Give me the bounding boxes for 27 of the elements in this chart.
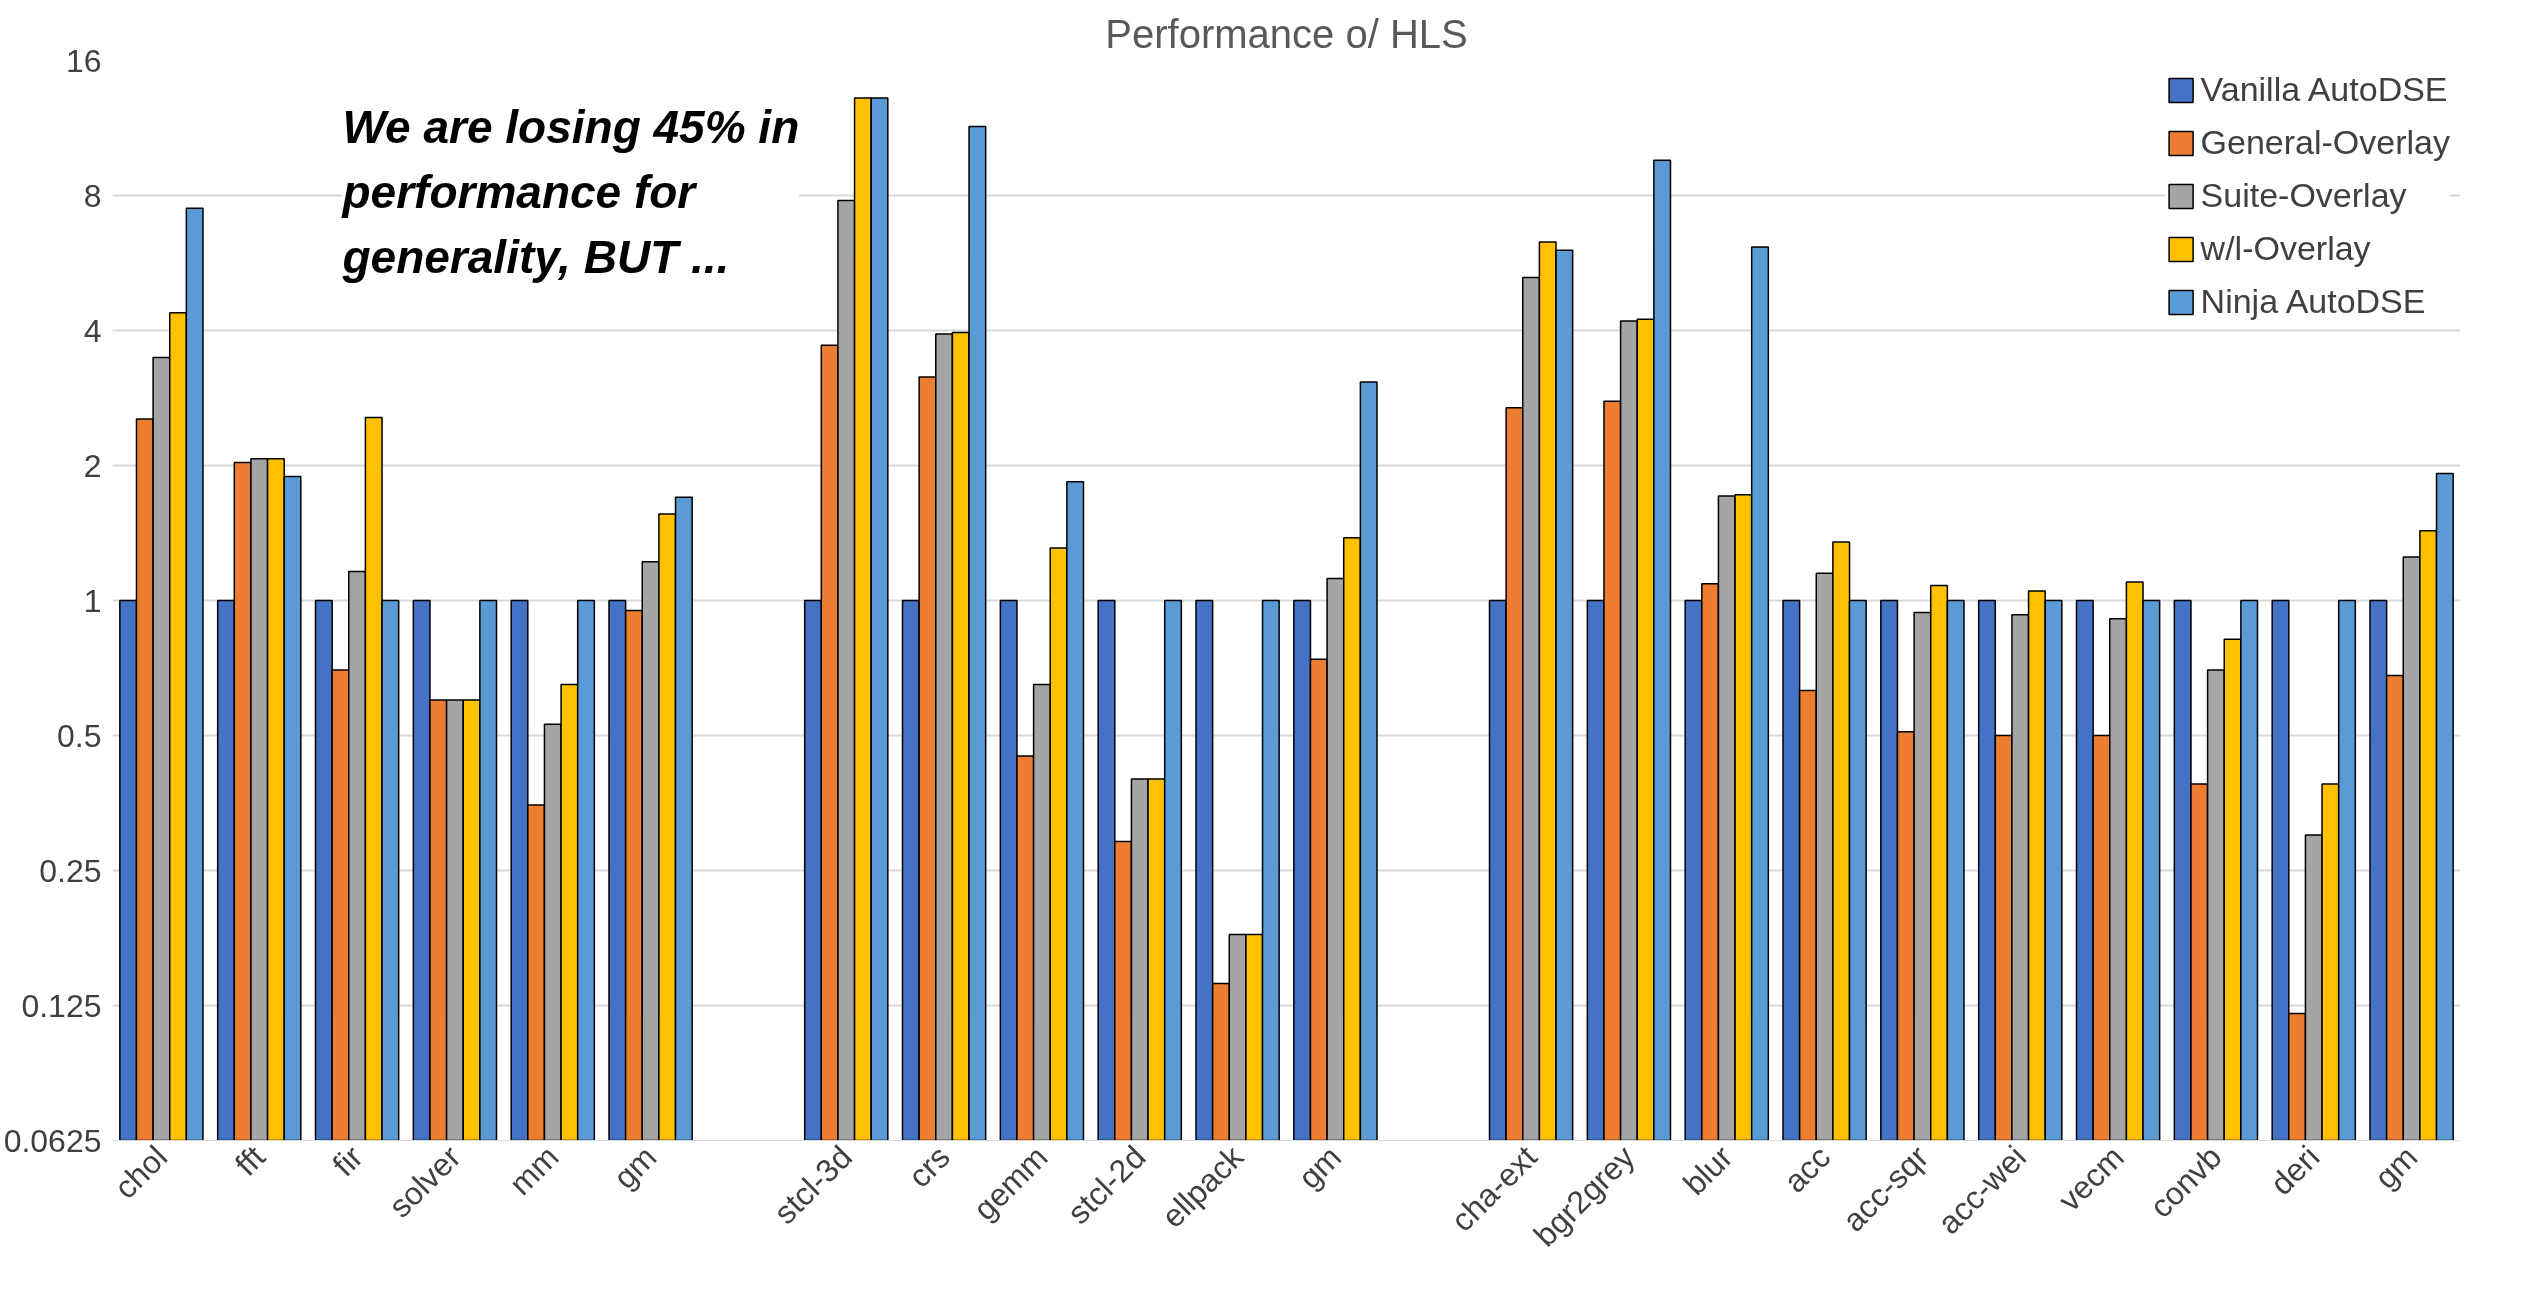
x-tick-label: chol — [107, 1138, 175, 1206]
y-tick-label: 16 — [65, 42, 102, 79]
legend-label: Suite-Overlay — [2200, 176, 2407, 215]
x-tick-label: gm — [2367, 1138, 2425, 1196]
y-tick-label: 0.125 — [21, 987, 102, 1024]
annotation: We are losing 45% in performance for generality, BUT ... — [340, 100, 800, 283]
legend-label: General-Overlay — [2200, 123, 2450, 162]
x-tick-label: mm — [502, 1138, 566, 1202]
x-tick-label: gm — [1291, 1138, 1349, 1196]
y-tick-label: 0.5 — [57, 717, 102, 754]
y-tick-label: 8 — [83, 177, 102, 214]
legend-label: Ninja AutoDSE — [2200, 282, 2426, 321]
chart-title: Performance o/ HLS — [1105, 11, 1468, 56]
legend-label: w/l-Overlay — [2200, 229, 2371, 268]
x-tick-label: crs — [901, 1138, 957, 1195]
x-tick-label: blur — [1676, 1138, 1740, 1202]
x-tick-label: acc — [1776, 1138, 1838, 1200]
y-tick-label: 1 — [83, 582, 102, 619]
y-tick-label: 2 — [83, 447, 102, 484]
y-tick-label: 0.0625 — [3, 1122, 102, 1159]
x-tick-label: gm — [606, 1138, 664, 1196]
y-tick-label: 4 — [83, 312, 102, 349]
legend-label: Vanilla AutoDSE — [2200, 70, 2448, 109]
x-tick-label: fft — [228, 1138, 273, 1183]
x-tick-label: deri — [2263, 1138, 2327, 1202]
y-tick-label: 0.25 — [39, 852, 102, 889]
x-tick-label: fir — [325, 1138, 371, 1184]
